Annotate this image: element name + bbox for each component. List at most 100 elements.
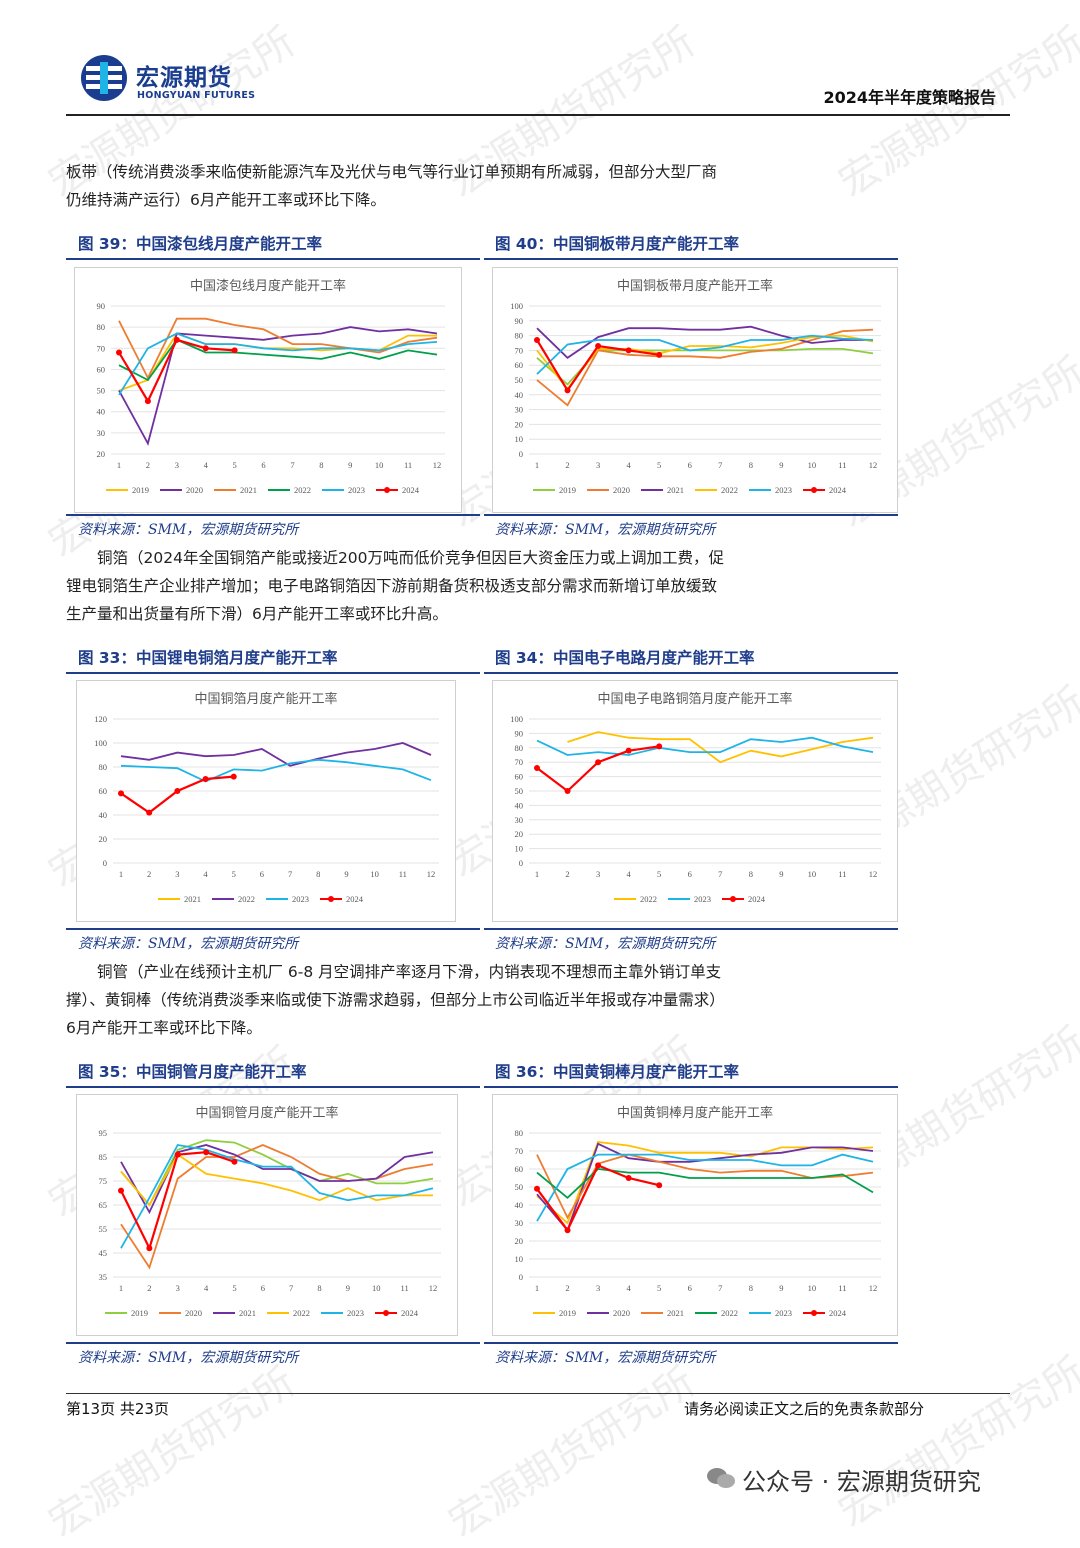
series-line-2022 (120, 1153, 433, 1207)
y-tick-label: 70 (515, 757, 524, 767)
y-tick-label: 45 (99, 1248, 108, 1258)
x-tick-label: 11 (838, 460, 846, 470)
legend-label: 2020 (186, 485, 203, 495)
legend-label: 2021 (667, 1308, 684, 1318)
legend-label: 2019 (559, 485, 576, 495)
data-point-2024 (564, 387, 571, 394)
watermark: 宏源期货研究所 (441, 1358, 704, 1547)
legend-label: 2020 (185, 1308, 202, 1318)
paragraph-line: 生产量和出货量有所下滑）6月产能开工率或环比升高。 (66, 605, 448, 623)
series-line-2019 (536, 348, 874, 386)
x-tick-label: 8 (749, 869, 753, 879)
y-tick-label: 95 (99, 1128, 108, 1138)
x-tick-label: 8 (749, 1283, 753, 1293)
paragraph-strip: 板带（传统消费淡季来临使新能源汽车及光伏与电气等行业订单预期有所减弱，但部分大型… (66, 158, 846, 214)
x-tick-label: 1 (119, 1283, 123, 1293)
series-line-2022 (118, 338, 438, 382)
header-divider (66, 114, 1010, 116)
x-tick-label: 10 (375, 460, 384, 470)
figure-source: 资料来源：SMM，宏源期货研究所 (78, 936, 299, 952)
x-tick-label: 11 (838, 869, 846, 879)
legend-marker (730, 896, 736, 902)
x-tick-label: 10 (370, 869, 379, 879)
series-line-2021 (118, 317, 438, 380)
data-point-2024 (146, 1245, 153, 1252)
y-tick-label: 0 (519, 449, 523, 459)
x-tick-label: 4 (627, 460, 632, 470)
series-line-2023 (536, 334, 874, 375)
series-line-2024 (118, 338, 235, 404)
data-point-2024 (203, 1149, 210, 1156)
x-tick-label: 1 (119, 869, 123, 879)
chart-title: 中国黄铜棒月度产能开工率 (617, 1105, 773, 1121)
series-line-2023 (120, 1144, 434, 1249)
legend-label: 2020 (613, 1308, 630, 1318)
y-tick-label: 70 (515, 345, 524, 355)
y-tick-label: 80 (515, 331, 524, 341)
x-tick-label: 1 (535, 1283, 539, 1293)
paragraph-foil: 铜箔（2024年全国铜箔产能或接近200万吨而低价竞争但因巨大资金压力或上调加工… (66, 544, 846, 628)
y-tick-label: 80 (97, 322, 106, 332)
page-header: 宏源期货 HONGYUAN FUTURES 2024年半年度策略报告 (66, 48, 1010, 116)
y-tick-label: 10 (515, 434, 524, 444)
figure-source: 资料来源：SMM，宏源期货研究所 (495, 522, 716, 538)
wechat-account: 公众号 · 宏源期货研究 (742, 1468, 981, 1496)
x-tick-label: 4 (204, 1283, 209, 1293)
logo-name: 宏源期货 (136, 65, 232, 91)
x-tick-label: 12 (869, 1283, 878, 1293)
figure-title: 图 39：中国漆包线月度产能开工率 (78, 235, 322, 253)
figure-title-rule (66, 258, 480, 260)
y-tick-label: 80 (515, 1128, 524, 1138)
y-tick-label: 40 (515, 800, 524, 810)
legend-label: 2021 (667, 485, 684, 495)
data-point-2024 (174, 1151, 181, 1158)
figure-title-rule (66, 1086, 480, 1088)
figure-title: 图 34：中国电子电路月度产能开工率 (495, 649, 755, 667)
y-tick-label: 90 (515, 316, 524, 326)
figure-source: 资料来源：SMM，宏源期货研究所 (495, 936, 716, 952)
data-point-2024 (595, 1162, 602, 1169)
x-tick-label: 11 (838, 1283, 846, 1293)
logo-icon (81, 55, 127, 101)
y-tick-label: 0 (103, 858, 107, 868)
chart-title: 中国铜箔月度产能开工率 (194, 691, 337, 707)
data-point-2024 (656, 351, 663, 358)
data-point-2024 (625, 747, 632, 754)
x-tick-label: 9 (344, 869, 348, 879)
x-tick-label: 5 (657, 1283, 661, 1293)
x-tick-label: 5 (657, 460, 661, 470)
data-point-2024 (174, 788, 181, 794)
legend-label: 2019 (132, 485, 149, 495)
series-line-2020 (536, 328, 874, 407)
x-tick-label: 7 (288, 869, 292, 879)
y-tick-label: 50 (97, 386, 106, 396)
paragraph-tube-rod: 铜管（产业在线预计主机厂 6-8 月空调排产率逐月下滑，内销表现不理想而主靠外销… (66, 958, 846, 1042)
y-tick-label: 0 (519, 858, 523, 868)
chart-brass-rod: 中国黄铜棒月度产能开工率 0 10 20 30 40 50 60 70 80 1 2 3 4 5 6 7 8 9 10… (492, 1094, 898, 1336)
x-tick-label: 4 (627, 869, 632, 879)
x-tick-label: 5 (232, 869, 236, 879)
figure-source: 资料来源：SMM，宏源期货研究所 (78, 1350, 299, 1366)
legend-marker (328, 896, 334, 902)
x-tick-label: 7 (290, 460, 294, 470)
x-tick-label: 6 (688, 869, 692, 879)
chart-copper-strip: 中国铜板带月度产能开工率 0 10 20 30 40 50 60 70 80 90 100 1 2 3 4 5 6… (492, 267, 898, 513)
x-tick-label: 10 (808, 1283, 817, 1293)
x-tick-label: 11 (399, 869, 407, 879)
x-tick-label: 1 (535, 869, 539, 879)
legend-label: 2022 (640, 894, 657, 904)
data-point-2024 (595, 342, 602, 349)
figure-title: 图 35：中国铜管月度产能开工率 (78, 1063, 307, 1081)
legend-label: 2024 (748, 894, 766, 904)
x-tick-label: 12 (433, 460, 442, 470)
series-line-2024 (536, 745, 660, 793)
legend-label: 2024 (402, 485, 420, 495)
data-point-2024 (118, 1187, 124, 1194)
legend-label: 2023 (775, 1308, 792, 1318)
chart-title: 中国铜管月度产能开工率 (195, 1105, 338, 1121)
x-tick-label: 3 (175, 460, 179, 470)
chart-circuit-copper-foil: 中国电子电路铜箔月度产能开工率 0 10 20 30 40 50 60 70 80 90 100 1 2 3… (492, 680, 898, 922)
